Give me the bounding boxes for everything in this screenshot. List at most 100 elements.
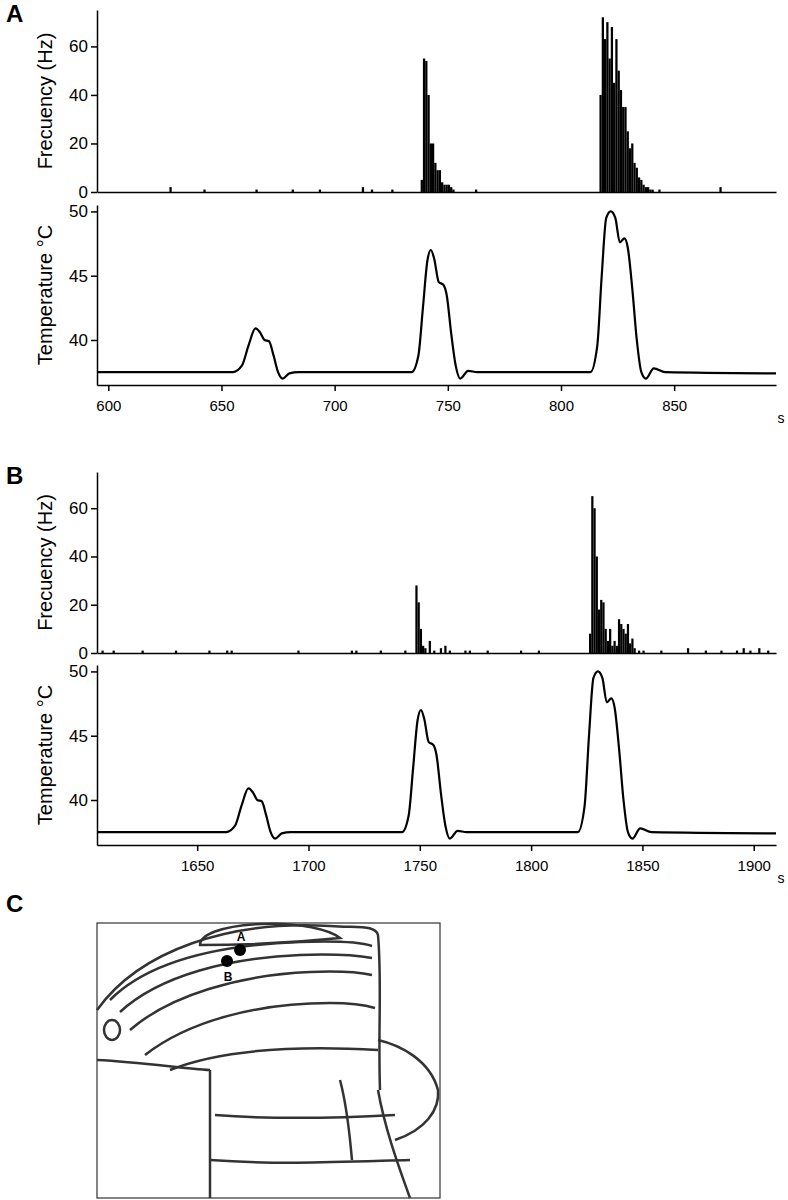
panel-chart: 0204060Frecuency (Hz)A bbox=[6, 0, 777, 202]
bar bbox=[647, 187, 649, 192]
y-tick-mark bbox=[91, 95, 97, 97]
bar bbox=[622, 629, 624, 653]
y-tick-label: 20 bbox=[69, 596, 88, 615]
panel-label: B bbox=[6, 462, 23, 489]
bar bbox=[720, 651, 722, 653]
diagram-frame bbox=[97, 923, 440, 1198]
x-tick-label: 850 bbox=[662, 397, 687, 414]
bar bbox=[591, 496, 593, 653]
x-axis-line bbox=[98, 845, 777, 847]
y-tick: 40 bbox=[69, 547, 97, 566]
bar bbox=[450, 187, 452, 192]
bar bbox=[538, 651, 540, 653]
x-tick-mark bbox=[420, 845, 422, 851]
bar bbox=[169, 187, 171, 192]
x-tick-mark bbox=[561, 385, 563, 391]
panel-chart: 404550165017001750180018501900Temperatur… bbox=[34, 662, 785, 886]
bar bbox=[640, 180, 642, 192]
x-axis: 600650700750800850 bbox=[96, 385, 776, 414]
y-axis: 404550 bbox=[69, 202, 97, 385]
bar bbox=[440, 648, 442, 653]
bar bbox=[444, 646, 446, 653]
y-tick-label: 40 bbox=[69, 547, 88, 566]
bar bbox=[658, 190, 660, 192]
bar bbox=[487, 651, 489, 653]
diagram-outline bbox=[209, 1070, 212, 1198]
y-tick: 60 bbox=[69, 37, 97, 56]
x-tick-mark bbox=[197, 845, 199, 851]
diagram-outline bbox=[378, 1090, 410, 1198]
bar bbox=[611, 646, 613, 653]
bar bbox=[633, 163, 635, 192]
temperature-line bbox=[97, 671, 776, 838]
x-tick-label: 1650 bbox=[181, 857, 214, 874]
bar bbox=[620, 624, 622, 653]
x-tick: 1650 bbox=[181, 845, 214, 874]
y-tick-mark bbox=[91, 211, 97, 213]
bar bbox=[439, 170, 441, 192]
x-axis-title: s bbox=[778, 870, 785, 886]
bar bbox=[415, 585, 417, 653]
bar bbox=[593, 508, 595, 653]
bar bbox=[743, 648, 745, 653]
bar bbox=[631, 639, 633, 653]
x-tick-mark bbox=[334, 385, 336, 391]
bar bbox=[618, 71, 620, 192]
bar bbox=[437, 170, 439, 192]
bar bbox=[602, 17, 604, 192]
x-tick: 850 bbox=[662, 385, 687, 414]
bar bbox=[631, 143, 633, 192]
y-axis-line bbox=[97, 666, 99, 846]
y-tick-mark bbox=[91, 508, 97, 510]
x-axis bbox=[98, 653, 777, 654]
bar bbox=[433, 651, 435, 653]
x-tick: 800 bbox=[549, 385, 574, 414]
bar bbox=[687, 648, 689, 653]
y-tick-label: 50 bbox=[69, 662, 88, 681]
bar bbox=[749, 651, 751, 653]
x-axis-line bbox=[98, 653, 777, 655]
x-tick-mark bbox=[308, 845, 310, 851]
temperature-line bbox=[97, 211, 776, 378]
bar bbox=[636, 168, 638, 192]
diagram-outline bbox=[340, 1080, 352, 1160]
x-tick-label: 800 bbox=[549, 397, 574, 414]
bar bbox=[231, 651, 233, 653]
x-tick-label: 650 bbox=[209, 397, 234, 414]
bar bbox=[425, 61, 427, 192]
x-tick: 750 bbox=[436, 385, 461, 414]
x-tick: 600 bbox=[96, 385, 121, 414]
bar bbox=[609, 59, 611, 192]
bar bbox=[629, 148, 631, 192]
y-axis-line bbox=[97, 206, 99, 386]
panel-label: C bbox=[6, 890, 23, 917]
panel-chart: 404550600650700750800850Temperature °Cs bbox=[34, 202, 785, 426]
bar bbox=[599, 95, 601, 192]
bar bbox=[432, 143, 434, 192]
bar bbox=[589, 634, 591, 653]
bar bbox=[624, 107, 626, 192]
bar bbox=[427, 95, 429, 192]
bar bbox=[736, 651, 738, 653]
bar bbox=[607, 641, 609, 653]
bar bbox=[520, 651, 522, 653]
y-axis: 0204060 bbox=[69, 11, 97, 202]
y-axis: 404550 bbox=[69, 662, 97, 845]
panel-label: A bbox=[6, 0, 23, 27]
bar bbox=[203, 190, 205, 192]
y-axis-title: Frecuency (Hz) bbox=[34, 494, 56, 631]
x-tick-mark bbox=[753, 845, 755, 851]
x-tick-mark bbox=[531, 845, 533, 851]
bar bbox=[175, 651, 177, 653]
bar bbox=[620, 90, 622, 192]
y-axis-title: Frecuency (Hz) bbox=[34, 33, 56, 170]
y-tick-mark bbox=[91, 192, 97, 194]
bar bbox=[660, 651, 662, 653]
y-tick-label: 60 bbox=[69, 499, 88, 518]
y-tick: 40 bbox=[69, 86, 97, 105]
x-tick-label: 1800 bbox=[515, 857, 548, 874]
x-tick-label: 1900 bbox=[738, 857, 771, 874]
bar bbox=[600, 600, 602, 653]
diagram-outline bbox=[97, 1060, 210, 1070]
bar bbox=[767, 651, 769, 653]
